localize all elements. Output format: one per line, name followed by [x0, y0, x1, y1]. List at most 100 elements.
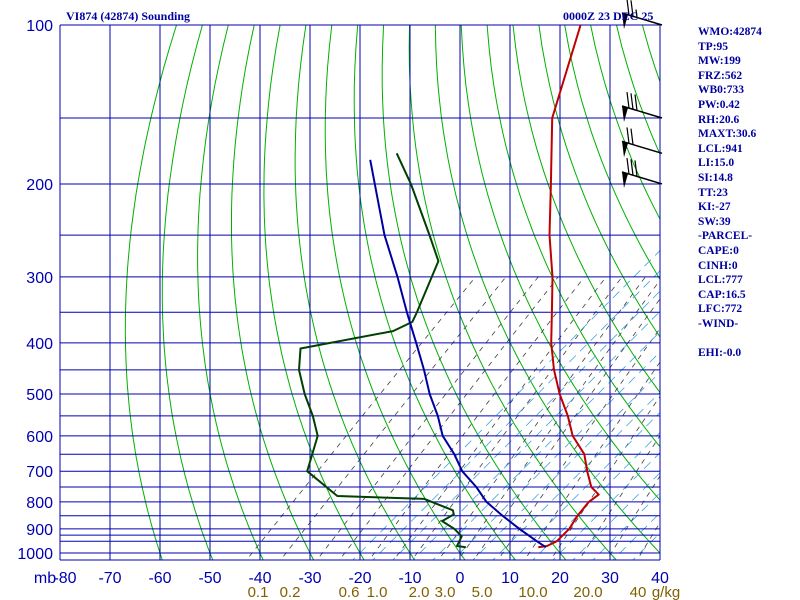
chart-datetime: 0000Z 23 DEC 25 [563, 9, 654, 23]
index-item: LI:15.0 [698, 157, 735, 170]
pressure-label-400: 400 [26, 336, 53, 353]
index-item: CINH:0 [698, 259, 738, 272]
index-item: RH:20.6 [698, 113, 740, 126]
temperature-label: -70 [98, 570, 121, 587]
index-item: LCL:941 [698, 142, 743, 155]
temperature-label: -80 [53, 570, 76, 587]
wind-barb-100 [621, 0, 663, 29]
index-item: MAXT:30.6 [698, 128, 757, 141]
mixing-ratio-line [411, 276, 623, 560]
pressure-label-800: 800 [26, 495, 53, 512]
pressure-label-500: 500 [26, 387, 53, 404]
mixing-ratio-label: 5.0 [472, 584, 493, 600]
mixing-ratio-line [316, 276, 539, 560]
pressure-label-1000: 1000 [17, 546, 53, 563]
moist-adiabat [552, 452, 660, 560]
pressure-label-700: 700 [26, 464, 53, 481]
dry-adiabat [263, 25, 365, 560]
moist-adiabat [472, 371, 660, 560]
moist-adiabat [512, 411, 660, 560]
wind-barb-200 [621, 157, 663, 188]
parcel-trace [369, 159, 547, 549]
dry-adiabat [197, 25, 264, 560]
index-item: PW:0.42 [698, 98, 740, 111]
index-item: SW:39 [698, 215, 731, 228]
temperature-label: mb [34, 570, 56, 587]
index-item: LCL:777 [698, 274, 743, 287]
dry-adiabat [161, 25, 214, 560]
wind-barb-150 [621, 92, 663, 122]
sounding-traces [298, 25, 600, 549]
temperature-label: -50 [198, 570, 221, 587]
temperature-label: -20 [348, 570, 371, 587]
moist-adiabat [612, 512, 660, 560]
mixing-ratio-label: 3.0 [435, 584, 456, 600]
index-item [698, 331, 798, 346]
temperature-label: -40 [248, 570, 271, 587]
temperature-label: 30 [601, 570, 619, 587]
moist-adiabat [572, 472, 660, 560]
temperature-trace [538, 25, 600, 549]
mixing-ratio-line [368, 276, 585, 560]
mixing-ratio-line [280, 276, 507, 560]
mixing-ratio-label: 2.0 [409, 584, 430, 600]
pressure-label-300: 300 [26, 270, 53, 287]
temperature-label: -10 [398, 570, 421, 587]
index-item: EHI:-0.0 [698, 347, 742, 360]
temperature-label: -30 [298, 570, 321, 587]
index-item: LFC:772 [698, 303, 743, 316]
pressure-label-900: 900 [26, 522, 53, 539]
index-item: CAPE:0 [698, 244, 739, 257]
mixing-ratio-labels: 0.1 0.2 0.6 1.0 2.0 3.0 5.0 10.0 20.0 40 g/kg [248, 584, 681, 600]
wind-barbs [621, 0, 663, 188]
moist-adiabat [412, 310, 660, 560]
mixing-ratio-line [497, 327, 660, 560]
moist-adiabat [372, 270, 660, 560]
dry-adiabat [124, 25, 178, 560]
index-item: FRZ:562 [698, 69, 743, 82]
mixing-ratio-label: 1.0 [367, 584, 388, 600]
index-item: WMO:42874 [698, 26, 762, 38]
moist-adiabat [432, 331, 660, 560]
moist-adiabat [392, 290, 660, 560]
index-item: TP:95 [698, 40, 729, 53]
index-item: KI:-27 [698, 201, 731, 214]
index-item: TT:23 [698, 186, 728, 199]
isotherm-lines [60, 25, 660, 560]
temperature-label: 40 [651, 570, 669, 587]
index-item: WB0:733 [698, 84, 744, 97]
index-item: MW:199 [698, 55, 741, 68]
index-item: -PARCEL- [698, 230, 753, 243]
dry-adiabat [324, 25, 466, 560]
moist-adiabats [352, 250, 660, 560]
mixing-ratio-label: 20.0 [573, 584, 602, 600]
temperature-label: -60 [148, 570, 171, 587]
pressure-labels: 100 200 300 400 500 600 700 800 900 1000 [17, 18, 53, 563]
indices-panel: WMO:42874 TP:95 MW:199 FRZ:562 WB0:733 PW:0.4… [698, 25, 798, 361]
moist-adiabat [532, 432, 660, 560]
pressure-label-100: 100 [26, 18, 53, 35]
dry-adiabat [460, 25, 660, 501]
mixing-ratio-label: 0.1 [248, 584, 269, 600]
mixing-ratio-label: g/kg [652, 584, 680, 600]
mixing-ratio-line [338, 276, 559, 560]
wind-barb-175 [621, 127, 663, 158]
index-item: CAP:16.5 [698, 288, 746, 301]
chart-title: VI874 (42874) Sounding [66, 9, 191, 23]
temperature-label: 20 [551, 570, 569, 587]
moist-adiabat [452, 351, 660, 560]
pressure-label-200: 200 [26, 177, 53, 194]
dry-adiabat [231, 25, 315, 560]
mixing-ratio-label: 0.2 [280, 584, 301, 600]
moist-adiabat [592, 492, 660, 560]
mixing-ratio-label: 0.6 [339, 584, 360, 600]
index-item: SI:14.8 [698, 171, 733, 184]
index-item: -WIND- [698, 317, 739, 330]
moist-adiabat [352, 250, 660, 560]
temperature-label: 10 [501, 570, 519, 587]
mixing-ratio-label: 10.0 [518, 584, 547, 600]
mixing-ratio-line [457, 279, 660, 560]
mixing-ratio-line [473, 298, 660, 560]
dewpoint-trace [298, 152, 466, 549]
